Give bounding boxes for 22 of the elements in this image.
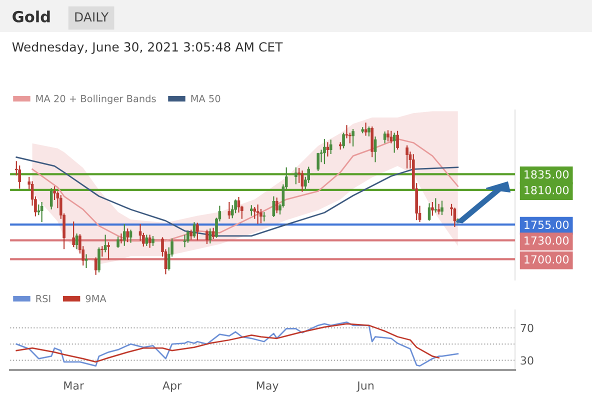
line-series bbox=[16, 323, 440, 363]
line-series bbox=[16, 156, 459, 237]
legend-label: RSI bbox=[36, 294, 50, 302]
y-tick-label: 70 bbox=[520, 324, 534, 332]
chart-title: Gold bbox=[12, 10, 50, 22]
y-tick-label: 1810.00 bbox=[524, 186, 569, 194]
text: Wednesday, June 30, 2021 3:05:48 AM CET bbox=[12, 42, 283, 54]
candlestick bbox=[434, 198, 438, 213]
legend-label: MA 20 + Bollinger Bands bbox=[36, 94, 156, 104]
legend-label: MA 50 bbox=[191, 94, 220, 102]
x-tick-label: Mar bbox=[64, 381, 84, 390]
x-tick-label: Jun bbox=[356, 381, 374, 392]
y-tick-label: 1835.00 bbox=[524, 170, 569, 179]
y-tick-label: 1700.00 bbox=[524, 255, 569, 264]
legend-label: 9MA bbox=[86, 294, 106, 302]
x-tick-label: Apr bbox=[162, 381, 182, 392]
line-series bbox=[16, 321, 459, 367]
y-tick-label: 30 bbox=[520, 356, 534, 365]
y-tick-label: 1730.00 bbox=[524, 236, 569, 245]
chart-subtitle: DAILY bbox=[75, 12, 109, 22]
y-tick-label: 1755.00 bbox=[524, 220, 569, 229]
x-tick-label: May bbox=[256, 381, 278, 392]
